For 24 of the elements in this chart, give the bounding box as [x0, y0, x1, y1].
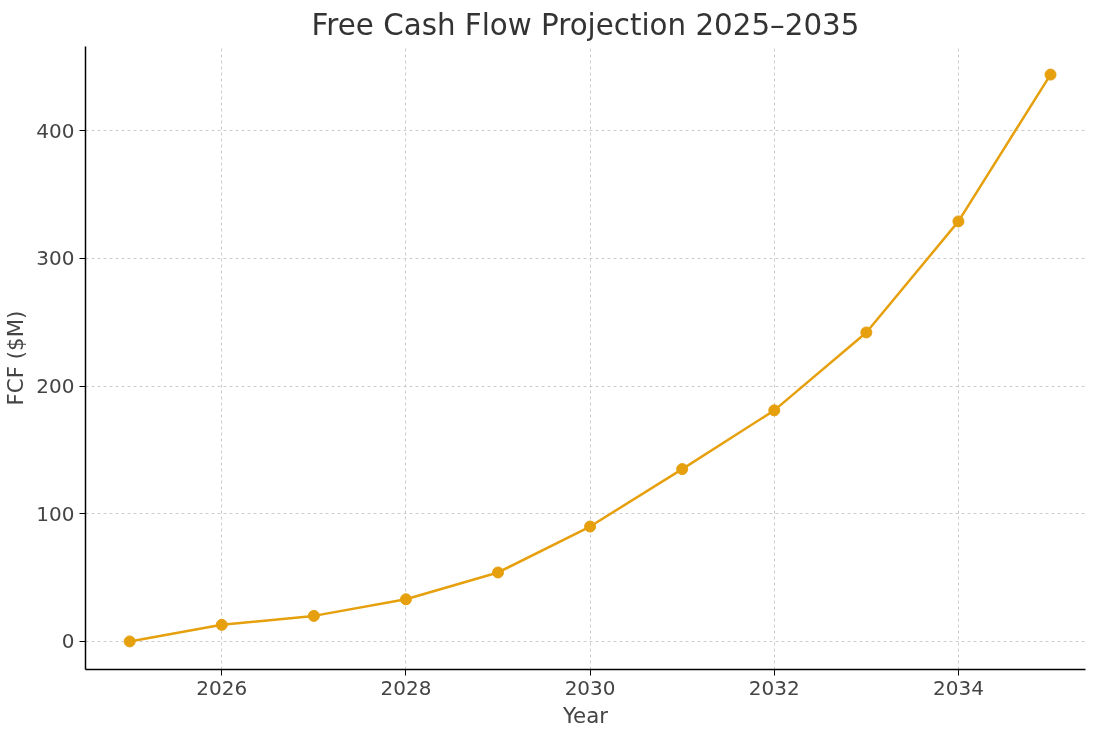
x-tick-label: 2028 [380, 675, 432, 700]
point [399, 593, 412, 606]
x-tick-label: 2032 [748, 675, 800, 700]
y-axis-title: FCF ($M) [3, 310, 29, 406]
y-tick-label: 0 [61, 629, 75, 654]
y-tick-label: 200 [36, 374, 75, 399]
point [768, 404, 781, 417]
y-tick-label: 400 [36, 118, 75, 143]
point [307, 609, 320, 622]
point [492, 566, 505, 579]
y-tick-label: 100 [36, 501, 75, 526]
point [952, 215, 965, 228]
point [123, 635, 136, 648]
chart-title: Free Cash Flow Projection 2025–2035 [311, 7, 860, 42]
x-tick-label: 2026 [196, 675, 248, 700]
x-tick-label: 2034 [932, 675, 984, 700]
point [676, 463, 689, 476]
point [1044, 68, 1057, 81]
point [860, 326, 873, 339]
y-tick-label: 300 [36, 246, 75, 271]
x-axis-title: Year [561, 702, 609, 728]
point [584, 520, 597, 533]
point [215, 618, 228, 631]
x-tick-label: 2030 [564, 675, 616, 700]
